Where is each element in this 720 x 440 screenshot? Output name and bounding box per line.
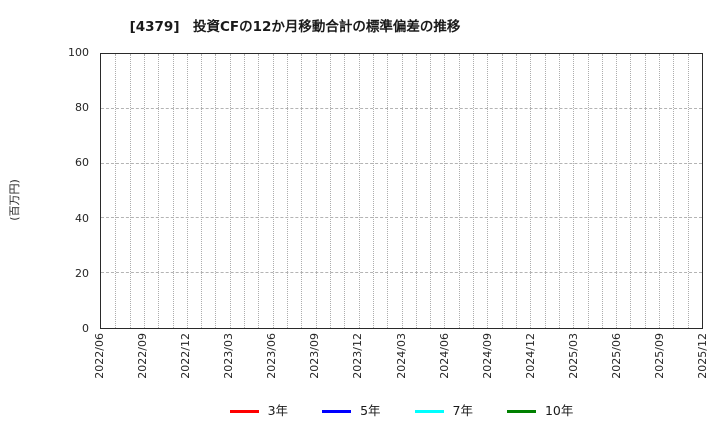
gridline-vertical (630, 54, 632, 328)
gridline-vertical (315, 54, 317, 328)
gridline-vertical (344, 54, 346, 328)
gridline-vertical (301, 54, 303, 328)
x-tick-label: 2024/06 (437, 333, 451, 379)
gridline-vertical (401, 54, 403, 328)
legend-line-swatch-5y (322, 409, 352, 413)
gridline-vertical (258, 54, 260, 328)
y-axis-label: (百万円) (8, 179, 21, 221)
gridline-vertical (544, 54, 546, 328)
gridline-vertical (115, 54, 117, 328)
gridline-vertical (430, 54, 432, 328)
gridline-vertical (659, 54, 661, 328)
gridline-horizontal (101, 162, 702, 164)
gridline-vertical (558, 54, 560, 328)
gridline-vertical (358, 54, 360, 328)
x-tick-label: 2024/03 (394, 333, 408, 379)
gridline-vertical (587, 54, 589, 328)
gridline-vertical (530, 54, 532, 328)
gridline-vertical (244, 54, 246, 328)
legend-line-swatch-7y (414, 409, 444, 413)
legend-label-3y: 3年 (267, 403, 289, 418)
gridline-vertical (644, 54, 646, 328)
gridline-vertical (487, 54, 489, 328)
x-tick-label: 2023/03 (222, 333, 236, 379)
legend-label-10y: 10年 (544, 403, 574, 418)
gridline-vertical (673, 54, 675, 328)
gridline-vertical (501, 54, 503, 328)
plot-area (100, 53, 703, 329)
gridline-vertical (172, 54, 174, 328)
legend-label-7y: 7年 (452, 403, 473, 418)
legend-item-3y: 3年 (229, 403, 289, 419)
x-tick-label: 2025/12 (696, 333, 709, 379)
gridline-vertical (372, 54, 374, 328)
x-tick-label: 2025/09 (652, 333, 666, 379)
gridline-vertical (158, 54, 160, 328)
legend: 3年 5年 7年 10年 (100, 400, 703, 422)
gridline-vertical (444, 54, 446, 328)
gridline-vertical (573, 54, 575, 328)
gridline-horizontal (101, 217, 702, 219)
gridline-vertical (287, 54, 289, 328)
x-tick-label: 2022/09 (136, 333, 150, 379)
legend-label-5y: 5年 (360, 403, 381, 418)
x-tick-label: 2024/12 (523, 333, 537, 379)
x-tick-label: 2023/12 (351, 333, 365, 379)
gridline-vertical (473, 54, 475, 328)
y-tick-label: 80 (75, 101, 89, 115)
legend-item-5y: 5年 (322, 403, 381, 419)
gridline-vertical (515, 54, 517, 328)
gridline-vertical (215, 54, 217, 328)
x-tick-label: 2023/06 (265, 333, 279, 379)
legend-line-swatch-10y (506, 409, 536, 413)
legend-item-7y: 7年 (414, 403, 473, 419)
gridline-vertical (143, 54, 145, 328)
gridline-vertical (201, 54, 203, 328)
gridline-vertical (272, 54, 274, 328)
gridline-vertical (415, 54, 417, 328)
gridline-vertical (329, 54, 331, 328)
x-tick-label: 2023/09 (308, 333, 322, 379)
y-tick-label: 20 (75, 266, 89, 280)
x-tick-label: 2025/06 (609, 333, 623, 379)
x-tick-label: 2024/09 (480, 333, 494, 379)
y-tick-label: 0 (82, 322, 89, 335)
x-tick-label: 2022/12 (179, 333, 193, 379)
y-tick-label: 60 (75, 156, 89, 170)
gridline-horizontal (101, 107, 702, 109)
x-tick-label: 2025/03 (566, 333, 580, 379)
gridline-vertical (387, 54, 389, 328)
gridline-vertical (687, 54, 689, 328)
gridline-vertical (229, 54, 231, 328)
gridline-vertical (616, 54, 618, 328)
legend-line-swatch-3y (229, 409, 259, 413)
y-tick-label: 40 (75, 211, 89, 225)
x-tick-label: 2022/06 (93, 333, 106, 379)
gridline-vertical (129, 54, 131, 328)
gridline-vertical (186, 54, 188, 328)
gridline-vertical (458, 54, 460, 328)
gridline-horizontal (101, 272, 702, 274)
chart-title: [4379] 投資CFの12か月移動合計の標準偏差の推移 (129, 19, 461, 35)
legend-item-10y: 10年 (506, 403, 574, 419)
gridline-vertical (601, 54, 603, 328)
y-tick-label: 100 (68, 46, 89, 59)
